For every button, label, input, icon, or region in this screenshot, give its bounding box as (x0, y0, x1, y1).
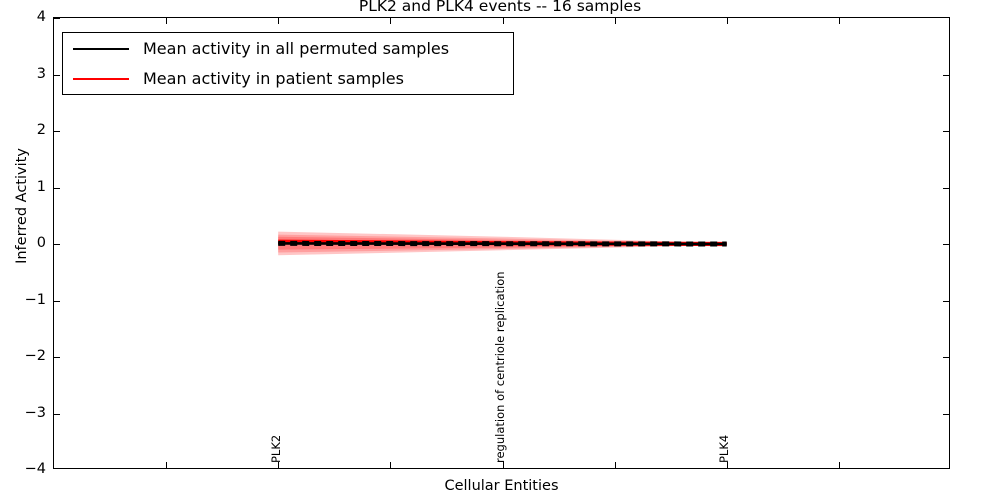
y-axis-label: Inferred Activity (14, 148, 30, 264)
legend-label-permuted: Mean activity in all permuted samples (143, 39, 450, 58)
y-tick-label: −1 (24, 291, 46, 308)
x-tick-label-plk2: PLK2 (269, 434, 283, 463)
x-tick-mark-top (726, 18, 728, 24)
chart-title: PLK2 and PLK4 events -- 16 samples (358, 0, 642, 15)
y-tick-label: 4 (36, 9, 46, 25)
legend-swatch-permuted-line (73, 48, 129, 50)
x-tick-mark-top (614, 18, 616, 24)
x-tick-mark-top (166, 18, 168, 24)
y-tick-label: 3 (36, 65, 46, 82)
x-tick-mark (166, 462, 168, 468)
y-tick-label: 0 (36, 235, 46, 251)
y-tick-mark-right (943, 357, 949, 358)
x-tick-label-plk4: PLK4 (717, 434, 731, 463)
x-tick-mark-top (278, 18, 280, 24)
y-tick-mark-right (943, 244, 949, 245)
y-tick-mark-right (943, 131, 949, 132)
x-tick-mark (502, 462, 504, 468)
y-tick-mark (54, 300, 60, 302)
legend-swatch-patient-line (73, 78, 129, 80)
x-tick-mark (390, 462, 392, 468)
y-tick-mark (54, 18, 60, 19)
y-tick-mark-right (943, 300, 949, 302)
y-tick-mark-right (943, 74, 949, 76)
x-tick-mark-top (838, 18, 840, 24)
y-tick-label: −4 (24, 461, 46, 477)
y-tick-mark-right (943, 413, 949, 415)
legend-label-patient: Mean activity in patient samples (143, 69, 404, 88)
line-permuted-samples (278, 240, 727, 247)
x-axis-label: Cellular Entities (444, 478, 559, 494)
chart-legend[interactable]: Mean activity in all permuted samples Me… (62, 32, 514, 95)
x-tick-label-centriole: regulation of centriole replication (493, 271, 507, 463)
y-tick-mark (54, 131, 60, 132)
x-tick-mark (726, 462, 728, 468)
x-tick-mark-top (390, 18, 392, 24)
y-tick-mark-right (943, 187, 949, 189)
x-tick-mark (278, 462, 280, 468)
x-tick-mark (614, 462, 616, 468)
y-tick-mark (54, 74, 60, 76)
y-tick-label: 2 (36, 122, 46, 138)
data-series-layer (54, 18, 949, 468)
x-tick-mark-top (502, 18, 504, 24)
y-tick-label: −3 (24, 404, 46, 421)
y-tick-mark (54, 413, 60, 415)
y-tick-mark (54, 187, 60, 189)
plot-area (54, 18, 949, 468)
y-tick-label: 1 (36, 178, 46, 195)
x-tick-mark (838, 462, 840, 468)
legend-entry-permuted[interactable]: Mean activity in all permuted samples (63, 34, 513, 64)
y-tick-mark (54, 244, 60, 245)
y-tick-mark (54, 357, 60, 358)
legend-entry-patient[interactable]: Mean activity in patient samples (63, 64, 513, 94)
series-svg (278, 231, 727, 256)
y-tick-label: −2 (24, 348, 46, 364)
